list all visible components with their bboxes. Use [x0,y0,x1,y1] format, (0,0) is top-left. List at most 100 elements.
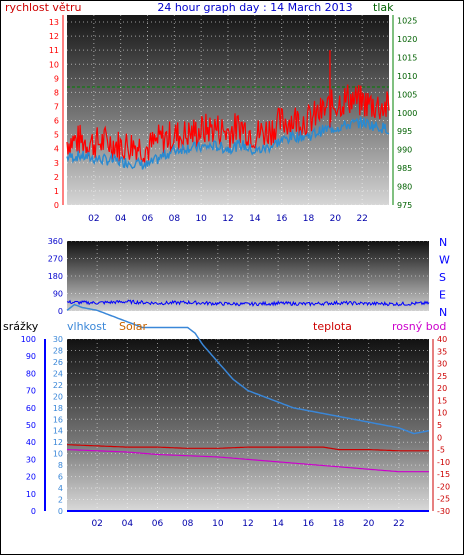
wind-y-tick-label: 0 [54,201,59,210]
direction-compass-label: E [439,289,446,302]
weather-x-tick-label: 18 [333,519,345,529]
weather-x-tick-label: 02 [91,519,102,529]
wind-y-tick-label: 12 [49,32,59,41]
humidity-y-tick-label: 20 [53,392,63,401]
direction-compass-label: W [439,254,450,267]
weather-x-tick-label: 06 [152,519,164,529]
temperature-y-tick-label: -25 [437,495,450,504]
humidity-y-tick-label: 30 [53,335,63,344]
wind-x-tick-label: 08 [169,214,181,224]
temperature-y-tick-label: 0 [437,433,442,442]
direction-y-tick-label: 0 [58,307,63,316]
wind-chart-marks [66,50,390,170]
humidity-y-tick-label: 22 [53,381,63,390]
dewpoint-line [67,449,429,473]
temperature-y-tick-label: 5 [437,421,442,430]
humidity-y-tick-label: 10 [53,450,63,459]
wind-y-tick-label: 3 [54,159,59,168]
rain-y-tick-label: 80 [26,369,36,378]
wind-y-tick-label: 1 [54,187,59,196]
temperature-y-tick-label: -20 [437,482,450,491]
wind-x-tick-label: 22 [356,214,367,224]
humidity-y-tick-label: 18 [53,404,63,413]
temperature-y-tick-label: 15 [437,396,447,405]
weather-x-tick-label: 22 [393,519,404,529]
solar-axis-title: Solar [119,320,148,333]
rain-y-tick-label: 100 [21,335,36,344]
rain-y-tick-label: 20 [26,473,36,482]
pressure-y-tick-label: 1025 [397,17,417,26]
humidity-y-tick-label: 6 [58,473,63,482]
temperature-y-tick-label: 20 [437,384,447,393]
pressure-y-tick-label: 975 [397,201,412,210]
wind-x-tick-label: 20 [330,214,342,224]
humidity-y-tick-label: 24 [53,369,63,378]
rain-axis-title: srážky [3,320,39,333]
wind-y-tick-label: 7 [54,102,59,111]
weather-x-tick-label: 08 [182,519,194,529]
rain-y-tick-label: 50 [26,421,36,430]
weather-chart-marks [66,303,430,512]
pressure-y-tick-label: 1005 [397,90,417,99]
weather-chart-plot-area [67,339,429,511]
weather-x-tick-label: 04 [122,519,134,529]
temperature-y-tick-label: 10 [437,409,447,418]
temperature-line [67,444,429,452]
wind-y-tick-label: 2 [54,173,59,182]
direction-compass-label: N [439,306,447,319]
wind-direction-line [66,299,430,307]
direction-compass-label: N [439,236,447,249]
weather-x-tick-label: 20 [363,519,375,529]
humidity-line [66,303,430,435]
wind-x-tick-label: 04 [115,214,127,224]
wind-x-tick-label: 14 [249,214,261,224]
temperature-y-tick-label: 40 [437,335,447,344]
wind-x-tick-label: 10 [195,214,207,224]
wind-average-line [66,116,390,170]
temperature-y-tick-label: -15 [437,470,450,479]
temperature-y-tick-label: -10 [437,458,450,467]
weather-chart-ticks: 0246810121416182022242628300102030405060… [21,335,450,529]
rain-y-tick-label: 10 [26,490,36,499]
wind-y-tick-label: 5 [54,131,59,140]
wind-y-tick-label: 9 [54,74,59,83]
wind-chart-grid [67,15,389,206]
temperature-y-tick-label: -5 [437,446,445,455]
rain-y-tick-label: 40 [26,438,36,447]
wind-y-tick-label: 13 [49,18,59,27]
wind-y-tick-label: 6 [54,117,59,126]
rain-y-tick-label: 70 [26,387,36,396]
wind-x-tick-label: 02 [88,214,99,224]
wind-axis-title: rychlost větru [5,1,81,14]
humidity-y-tick-label: 0 [58,507,63,516]
pressure-y-tick-label: 990 [397,146,412,155]
temperature-y-tick-label: 30 [437,360,447,369]
direction-y-tick-label: 270 [48,255,63,264]
pressure-y-tick-label: 985 [397,164,412,173]
wind-x-tick-label: 18 [303,214,315,224]
chart-title: 24 hour graph day : 14 March 2013 [157,1,352,14]
pressure-y-tick-label: 1000 [397,109,417,118]
temperature-y-tick-label: 25 [437,372,447,381]
wind-chart-ticks: 02 04 06 08 10 12 14 16 18 20 22012345678910111213… [49,15,417,224]
pressure-y-tick-label: 1020 [397,35,417,44]
direction-chart-grid [67,240,429,312]
pressure-y-tick-label: 1015 [397,53,417,62]
humidity-y-tick-label: 16 [53,415,63,424]
weather-x-tick-label: 14 [272,519,284,529]
humidity-y-tick-label: 28 [53,346,63,355]
direction-chart-marks [66,299,430,307]
humidity-y-tick-label: 8 [58,461,63,470]
humidity-axis-title: vlhkost [67,320,107,333]
weather-x-tick-label: 10 [212,519,224,529]
wind-x-tick-label: 06 [142,214,154,224]
pressure-y-tick-label: 995 [397,127,412,136]
humidity-y-tick-label: 2 [58,496,63,505]
direction-compass-label: S [439,271,446,284]
rain-y-tick-label: 90 [26,352,36,361]
wind-x-tick-label: 16 [276,214,288,224]
wind-y-tick-label: 8 [54,88,59,97]
temperature-y-tick-label: -30 [437,507,450,516]
humidity-y-tick-label: 14 [53,427,63,436]
